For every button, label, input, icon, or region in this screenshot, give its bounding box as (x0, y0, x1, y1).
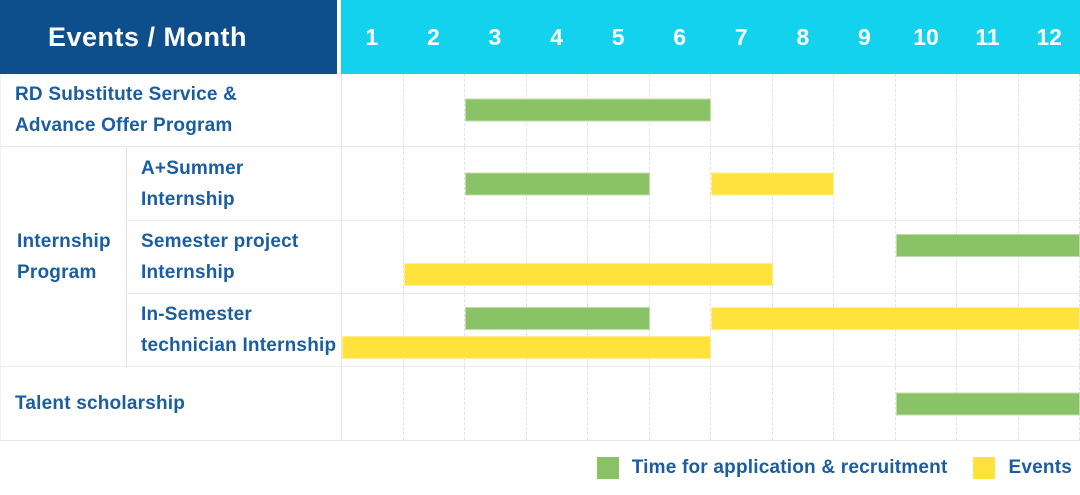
grid-month-slot (465, 367, 527, 440)
legend-label: Events (1008, 457, 1072, 479)
month-header-6: 6 (649, 0, 711, 74)
legend: Time for application & recruitment Events (0, 441, 1080, 495)
row-chart-rd-substitute (342, 74, 1080, 146)
month-header-12: 12 (1018, 0, 1080, 74)
row-chart-talent-scholarship (342, 367, 1080, 440)
month-header-9: 9 (834, 0, 896, 74)
grid-month-slot (527, 367, 589, 440)
row-label-rd-substitute: RD Substitute Service & Advance Offer Pr… (1, 74, 342, 146)
grid-month-slot (588, 367, 650, 440)
row-chart-semester-project (342, 221, 1080, 293)
row-rd-substitute: RD Substitute Service & Advance Offer Pr… (1, 74, 1080, 147)
table-body: RD Substitute Service & Advance Offer Pr… (0, 74, 1080, 441)
grid-month-slot (711, 367, 773, 440)
grid-month-slot (957, 221, 1019, 293)
legend-label: Time for application & recruitment (632, 457, 948, 479)
grid-month-slot (773, 74, 835, 146)
event-bar (711, 172, 834, 195)
events-month-header: Events / Month (0, 0, 341, 74)
event-bar (404, 263, 773, 286)
grid-month-slot (1019, 74, 1080, 146)
month-header-10: 10 (895, 0, 957, 74)
event-color-swatch (973, 457, 995, 479)
row-semester-project: Semester project Internship (127, 220, 1080, 293)
event-bar (711, 307, 1080, 330)
grid-month-slot (957, 74, 1019, 146)
grid-month-slot (773, 367, 835, 440)
row-label-in-semester-technician: In-Semester technician Internship (127, 294, 342, 366)
month-header-11: 11 (957, 0, 1019, 74)
grid-month-slot (896, 294, 958, 366)
grid-month-slot (896, 147, 958, 220)
grid-month-slot (650, 147, 712, 220)
row-a-plus-summer: A+Summer Internship (127, 147, 1080, 220)
group-internship-program: Internship Program A+Summer Internship S… (1, 147, 1080, 367)
application-bar (465, 99, 711, 122)
grid-month-slot (404, 367, 466, 440)
row-label-talent-scholarship: Talent scholarship (1, 367, 342, 440)
row-label-semester-project: Semester project Internship (127, 221, 342, 293)
grid-month-slot (834, 74, 896, 146)
month-header-2: 2 (403, 0, 465, 74)
grid-month-slot (957, 294, 1019, 366)
row-in-semester-technician: In-Semester technician Internship (127, 293, 1080, 366)
group-label-internship-program: Internship Program (1, 147, 127, 366)
application-color-swatch (597, 457, 619, 479)
grid-month-slot (1019, 221, 1080, 293)
group-rows: A+Summer Internship Semester project Int… (127, 147, 1080, 366)
grid-month-slot (1019, 294, 1080, 366)
row-talent-scholarship: Talent scholarship (1, 367, 1080, 440)
grid-month-slot (773, 221, 835, 293)
legend-item-event: Events (973, 457, 1072, 479)
grid-month-slot (773, 294, 835, 366)
application-bar (896, 234, 1080, 257)
application-bar (465, 307, 650, 330)
grid-month-slot (650, 367, 712, 440)
month-header-3: 3 (464, 0, 526, 74)
grid-month-slot (342, 367, 404, 440)
grid-month-slot (834, 221, 896, 293)
grid-month-slot (834, 367, 896, 440)
grid-month-slot (896, 74, 958, 146)
grid-month-slot (404, 74, 466, 146)
grid-month-slot (404, 147, 466, 220)
grid-month-slot (342, 147, 404, 220)
grid-month-slot (1019, 147, 1080, 220)
month-header-8: 8 (772, 0, 834, 74)
grid-month-slot (342, 221, 404, 293)
event-bar (342, 336, 711, 359)
grid-month-slot (711, 74, 773, 146)
application-bar (896, 392, 1080, 415)
grid-month-slot (834, 147, 896, 220)
month-header-7: 7 (710, 0, 772, 74)
month-header-1: 1 (341, 0, 403, 74)
application-bar (465, 172, 650, 195)
grid-month-slot (896, 221, 958, 293)
grid-month-slot (342, 74, 404, 146)
row-chart-a-plus-summer (342, 147, 1080, 220)
grid-month-slot (957, 147, 1019, 220)
grid-month-slot (711, 294, 773, 366)
row-chart-in-semester-technician (342, 294, 1080, 366)
legend-item-application: Time for application & recruitment (597, 457, 948, 479)
month-header-5: 5 (587, 0, 649, 74)
month-header-4: 4 (526, 0, 588, 74)
grid-month-slot (834, 294, 896, 366)
row-label-a-plus-summer: A+Summer Internship (127, 147, 342, 220)
